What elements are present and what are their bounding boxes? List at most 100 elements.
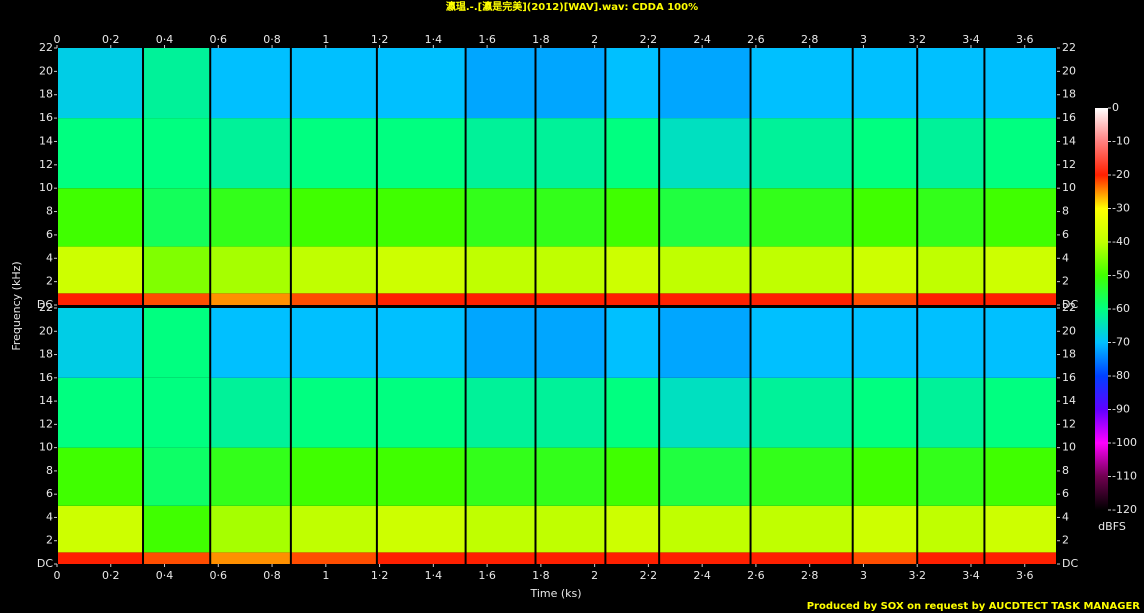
spectrogram-cell	[660, 552, 750, 564]
spectrogram-cell	[291, 552, 376, 564]
spectrogram-cell	[211, 308, 290, 378]
spectrogram-cell	[918, 48, 984, 119]
spectrogram-cell	[606, 118, 659, 189]
x-tick-label: 1	[322, 569, 329, 582]
x-tick-label: 2·6	[747, 569, 765, 582]
y-tick-label: 6	[1062, 487, 1069, 500]
y-tick-label: 2	[46, 275, 53, 288]
spectrogram-cell	[985, 48, 1056, 119]
spectrogram-cell	[536, 447, 605, 506]
x-tick-label: 3	[860, 569, 867, 582]
colorbar-tick-label: -40	[1112, 235, 1130, 248]
spectrogram-cell	[291, 293, 376, 305]
spectrogram-cell	[144, 48, 210, 119]
spectrogram-cell	[377, 505, 465, 553]
spectrogram-cell	[751, 308, 852, 378]
spectrogram-cell	[660, 293, 750, 305]
spectrogram-cell	[211, 377, 290, 448]
y-tick-label: 18	[1062, 88, 1076, 101]
spectrogram-cell	[606, 293, 659, 305]
spectrogram-cell	[144, 246, 210, 294]
colorbar-tick-label: -30	[1112, 202, 1130, 215]
y-tick-label: DC	[37, 298, 53, 311]
spectrogram-cell	[211, 293, 290, 305]
x-tick-label: 3·6	[1016, 569, 1034, 582]
y-tick-label: 16	[1062, 111, 1076, 124]
y-tick-label: 14	[1062, 134, 1076, 147]
spectrogram-cell	[377, 118, 465, 189]
spectrogram-cell	[853, 293, 917, 305]
spectrogram-cell	[536, 118, 605, 189]
x-tick-label: 0·6	[210, 33, 228, 46]
spectrogram-cell	[985, 246, 1056, 294]
spectrogram-cell	[58, 377, 143, 448]
spectrogram-cell	[144, 293, 210, 305]
y-tick-label: 22	[39, 301, 53, 314]
spectrogram-cell	[144, 505, 210, 553]
spectrogram-cell	[536, 246, 605, 294]
y-tick-label: 12	[1062, 158, 1076, 171]
spectrogram-cell	[751, 552, 852, 564]
y-tick-label: 2	[1062, 534, 1069, 547]
x-tick-label: 2·2	[640, 33, 658, 46]
spectrogram-cell	[377, 308, 465, 378]
y-tick-label: 20	[1062, 64, 1076, 77]
y-tick-label: 12	[39, 158, 53, 171]
spectrogram-cell	[466, 48, 535, 119]
y-tick-label: 22	[1062, 301, 1076, 314]
spectrogram-cell	[985, 377, 1056, 448]
spectrogram-cell	[291, 118, 376, 189]
spectrogram-cell	[377, 293, 465, 305]
y-tick-label: 10	[1062, 181, 1076, 194]
spectrogram-cell	[853, 188, 917, 247]
x-tick-label: 2	[591, 33, 598, 46]
y-tick-label: 14	[39, 134, 53, 147]
colorbar-label: dBFS	[1098, 520, 1126, 533]
spectrogram-cell	[985, 447, 1056, 506]
spectrogram-cell	[144, 308, 210, 378]
y-tick-label: 10	[39, 181, 53, 194]
chart-title: 瀛瑥.-.[瀛是完美](2012)[WAV].wav: CDDA 100%	[446, 0, 698, 13]
spectrogram-cell	[985, 308, 1056, 378]
y-tick-label: 20	[39, 64, 53, 77]
y-tick-label: 14	[1062, 394, 1076, 407]
spectrogram-cell	[536, 552, 605, 564]
x-tick-label: 2·4	[693, 569, 711, 582]
spectrogram-cell	[211, 447, 290, 506]
spectrogram-cell	[660, 505, 750, 553]
y-tick-label: 12	[1062, 417, 1076, 430]
spectrogram-cell	[751, 246, 852, 294]
spectrogram-cell	[291, 447, 376, 506]
spectrogram-cell	[918, 308, 984, 378]
colorbar-tick-label: -100	[1112, 436, 1137, 449]
spectrogram-cell	[377, 552, 465, 564]
spectrogram-cell	[918, 505, 984, 553]
colorbar-tick-label: -20	[1112, 168, 1130, 181]
spectrogram-cell	[918, 293, 984, 305]
colorbar-tick-label: -80	[1112, 369, 1130, 382]
spectrogram-cell	[918, 552, 984, 564]
y-tick-label: 20	[1062, 324, 1076, 337]
x-tick-label: 0·2	[102, 33, 120, 46]
spectrogram-cell	[853, 308, 917, 378]
spectrogram-cell	[58, 552, 143, 564]
x-tick-label: 1·6	[478, 569, 496, 582]
colorbar-tick-label: -10	[1112, 135, 1130, 148]
y-tick-label: 4	[46, 251, 53, 264]
colorbar	[1095, 108, 1108, 510]
spectrogram-cell	[144, 118, 210, 189]
spectrogram-cell	[918, 447, 984, 506]
y-tick-label: 10	[39, 441, 53, 454]
y-tick-label: 16	[39, 111, 53, 124]
spectrogram-cell	[536, 293, 605, 305]
spectrogram-cell	[660, 188, 750, 247]
spectrogram-cell	[918, 246, 984, 294]
spectrogram-cell	[751, 377, 852, 448]
spectrogram-cell	[751, 505, 852, 553]
spectrogram-cell	[985, 293, 1056, 305]
spectrogram-cell	[985, 505, 1056, 553]
colorbar-tick-label: -60	[1112, 302, 1130, 315]
spectrogram-cell	[466, 447, 535, 506]
y-tick-label: 6	[46, 228, 53, 241]
x-tick-label: 0·8	[263, 569, 281, 582]
